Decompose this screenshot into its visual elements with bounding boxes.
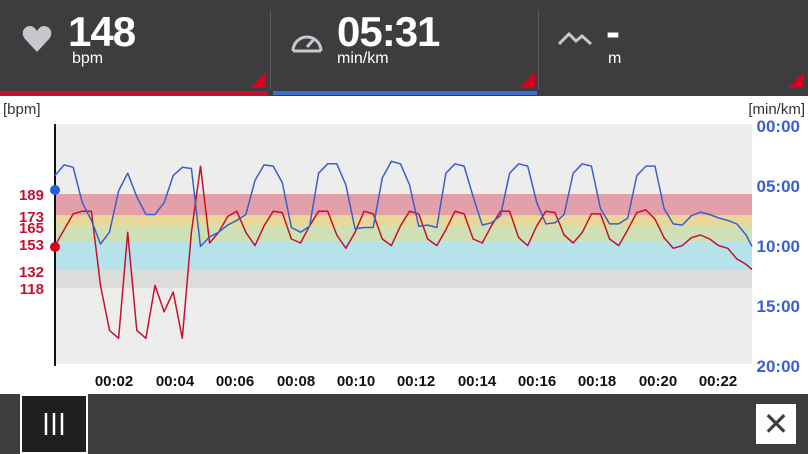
hr-tick-label: 118 [20, 281, 44, 298]
pace-tick-label: 15:00 [757, 297, 800, 316]
hr-zone-band [55, 194, 752, 216]
left-axis-unit: [bpm] [3, 101, 41, 118]
right-axis-unit: [min/km] [748, 101, 805, 118]
hr-tick-label: 153 [19, 237, 44, 254]
time-tick-label: 00:08 [277, 373, 315, 390]
menu-button[interactable] [20, 394, 88, 454]
pace-corner-marker [519, 72, 535, 88]
pace-tick-label: 00:00 [757, 117, 800, 136]
divider [538, 10, 539, 90]
pace-value: 05:31 [337, 8, 440, 55]
time-tick-label: 00:12 [397, 373, 435, 390]
pace-start-marker [50, 185, 60, 195]
pace-series-line [54, 160, 753, 248]
time-tick-label: 00:20 [639, 373, 677, 390]
time-tick-label: 00:04 [156, 373, 195, 390]
hr-zone-band [55, 269, 752, 288]
pace-tick-label: 10:00 [757, 237, 800, 256]
pace-metric: 05:31 min/km [271, 0, 539, 96]
divider [270, 10, 271, 90]
elevation-metric: - m [540, 0, 808, 96]
time-tick-label: 00:06 [216, 373, 254, 390]
heart-rate-metric: 148 bpm [0, 0, 270, 96]
elevation-unit: m [608, 50, 622, 67]
hr-series-line [54, 165, 753, 340]
heart-icon [22, 25, 52, 58]
pace-unit: min/km [337, 50, 389, 67]
close-icon: ✕ [762, 405, 790, 443]
close-button[interactable]: ✕ [756, 404, 796, 444]
hr-zone-band [55, 225, 752, 242]
speedometer-icon [289, 25, 325, 60]
hr-tick-label: 173 [19, 209, 44, 226]
hr-tick-label: 132 [19, 264, 44, 281]
mountain-icon [557, 30, 592, 51]
time-tick-label: 00:02 [95, 373, 133, 390]
time-tick-label: 00:14 [458, 373, 497, 390]
time-tick-label: 00:18 [578, 373, 616, 390]
bottom-toolbar: ✕ [0, 394, 808, 454]
heart-rate-corner-marker [250, 72, 266, 88]
hr-tick-label: 189 [19, 187, 44, 204]
hr-zone-band [55, 241, 752, 270]
vertical-bars-icon [44, 413, 64, 435]
pace-tick-label: 05:00 [757, 177, 800, 196]
time-tick-label: 00:10 [337, 373, 375, 390]
time-tick-label: 00:22 [699, 373, 737, 390]
heart-rate-indicator-bar [0, 91, 268, 96]
workout-chart: [bpm] [min/km] 189 173 165 153 132 118 00:00 05… [0, 96, 808, 394]
time-tick-label: 00:16 [518, 373, 556, 390]
pace-indicator-bar [273, 91, 537, 95]
heart-rate-unit: bpm [72, 50, 104, 67]
hr-start-marker [50, 242, 60, 252]
pace-tick-label: 20:00 [757, 357, 800, 376]
hr-tick-label: 165 [19, 220, 44, 237]
elevation-value: - [606, 8, 620, 55]
heart-rate-value: 148 [68, 8, 136, 55]
elevation-corner-marker [788, 72, 804, 88]
metrics-header: 148 bpm 05:31 min/km - m [0, 0, 808, 96]
